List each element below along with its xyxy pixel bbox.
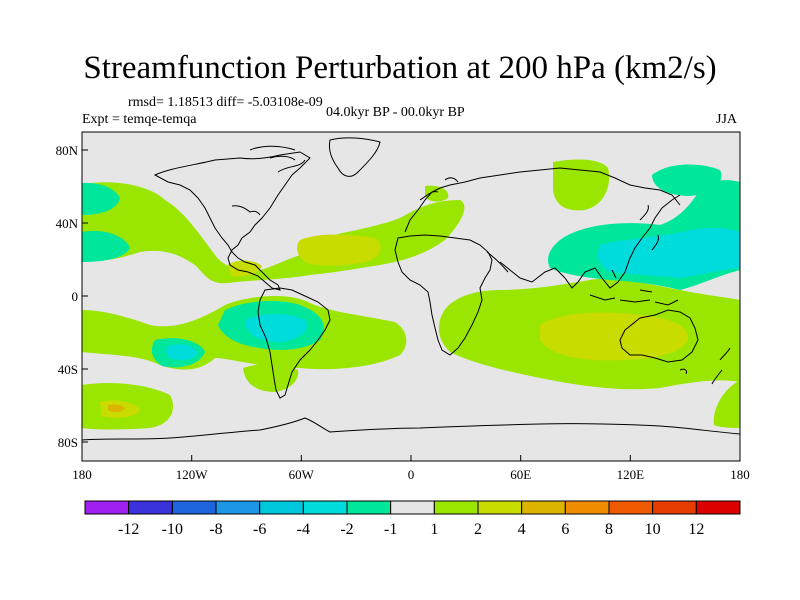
lon-label: 180 xyxy=(72,467,92,482)
negative-anomaly-region xyxy=(652,164,722,196)
colorbar-label: 8 xyxy=(605,521,613,538)
new-zealand xyxy=(711,347,731,385)
coastlines xyxy=(82,137,740,441)
north-america-coastline xyxy=(153,151,311,291)
colorbar-swatch xyxy=(477,500,523,515)
colorbar-label: -12 xyxy=(118,521,139,538)
positive-anomaly-region xyxy=(713,380,740,428)
lon-ticks xyxy=(81,455,741,461)
colorbar-swatch xyxy=(259,500,304,515)
japan-korea-coast xyxy=(639,204,659,251)
red-sea-coast xyxy=(486,251,509,273)
arctic-islands xyxy=(249,145,296,161)
colorbar-label: 4 xyxy=(518,521,526,538)
europe-coastline xyxy=(404,167,681,233)
colorbar-labels: -12 -10 -8 -6 -4 -2 -1 1 2 4 6 8 10 12 xyxy=(118,521,704,538)
colorbar-label: -6 xyxy=(253,521,266,538)
colorbar-swatch xyxy=(652,500,697,515)
strong-positive-region xyxy=(108,404,125,413)
colorbar-label: 6 xyxy=(561,521,569,538)
south-america-coastline xyxy=(257,287,331,399)
colorbar-swatch xyxy=(84,500,130,515)
colorbar-swatch xyxy=(564,500,610,515)
strong-positive-region xyxy=(540,312,689,361)
colorbar-label: -4 xyxy=(297,521,310,538)
colorbar-swatch xyxy=(171,500,217,515)
lon-label: 60E xyxy=(510,467,531,482)
asia-coastline xyxy=(499,194,681,289)
lon-label: 180 xyxy=(730,467,750,482)
lon-labels: 180 120W 60W 0 60E 120E 180 xyxy=(72,467,750,482)
colorbar-label: 2 xyxy=(474,521,482,538)
season-label: JJA xyxy=(716,112,738,127)
australia-coastline xyxy=(619,309,699,363)
period-label: 04.0kyr BP - 00.0kyr BP xyxy=(326,105,465,120)
colorbar-label: 10 xyxy=(645,521,661,538)
lat-label: 80N xyxy=(56,143,79,158)
colorbar-label: -8 xyxy=(209,521,222,538)
colorbar-swatch xyxy=(390,500,435,515)
lon-label: 60W xyxy=(289,467,315,482)
colorbar-label: -1 xyxy=(384,521,397,538)
colorbar-label: -10 xyxy=(162,521,183,538)
labrador-coast xyxy=(277,159,306,173)
lat-label: 40N xyxy=(56,216,79,231)
british-isles xyxy=(419,177,459,201)
colorbar-swatch xyxy=(433,500,479,515)
lat-ticks xyxy=(82,149,88,443)
positive-anomaly-region xyxy=(243,363,299,392)
lon-label: 120E xyxy=(617,467,645,482)
strong-negative-region xyxy=(245,314,308,342)
colorbar-swatch xyxy=(695,500,741,515)
lat-label: 0 xyxy=(72,289,79,304)
lat-label: 40S xyxy=(58,362,78,377)
colorbar-swatch xyxy=(346,500,392,515)
colorbar-swatch xyxy=(521,500,566,515)
lat-labels: 80N 40N 0 40S 80S xyxy=(56,143,79,450)
negative-anomaly-region xyxy=(82,230,130,262)
indonesia-islands xyxy=(589,269,679,306)
contour-fields xyxy=(82,159,740,430)
colorbar-label: -2 xyxy=(340,521,353,538)
strong-negative-region xyxy=(597,227,740,278)
colorbar-swatch xyxy=(608,500,654,515)
lon-label: 0 xyxy=(408,467,415,482)
tasmania xyxy=(679,368,687,375)
lat-label: 80S xyxy=(58,435,78,450)
africa-coastline xyxy=(394,234,493,356)
colorbar-label: 12 xyxy=(688,521,704,538)
map-title: Streamfunction Perturbation at 200 hPa (… xyxy=(83,50,717,86)
strong-positive-region xyxy=(297,234,381,266)
positive-anomaly-region xyxy=(425,185,449,202)
colorbar xyxy=(84,500,741,515)
colorbar-swatch xyxy=(302,500,348,515)
colorbar-swatch xyxy=(128,500,173,515)
strong-negative-region xyxy=(165,344,198,361)
antarctica-coastline xyxy=(82,417,740,441)
positive-anomaly-region xyxy=(553,159,610,211)
rmsd-stats: rmsd= 1.18513 diff= -5.03108e-09 xyxy=(128,95,323,110)
greenland-coastline xyxy=(329,137,381,177)
negative-anomaly-region xyxy=(82,182,120,215)
colorbar-label: 1 xyxy=(430,521,438,538)
lon-label: 120W xyxy=(176,467,209,482)
hudson-bay-coast xyxy=(231,205,261,216)
experiment-label: Expt = temqe-temqa xyxy=(82,112,197,127)
colorbar-swatch xyxy=(215,500,261,515)
